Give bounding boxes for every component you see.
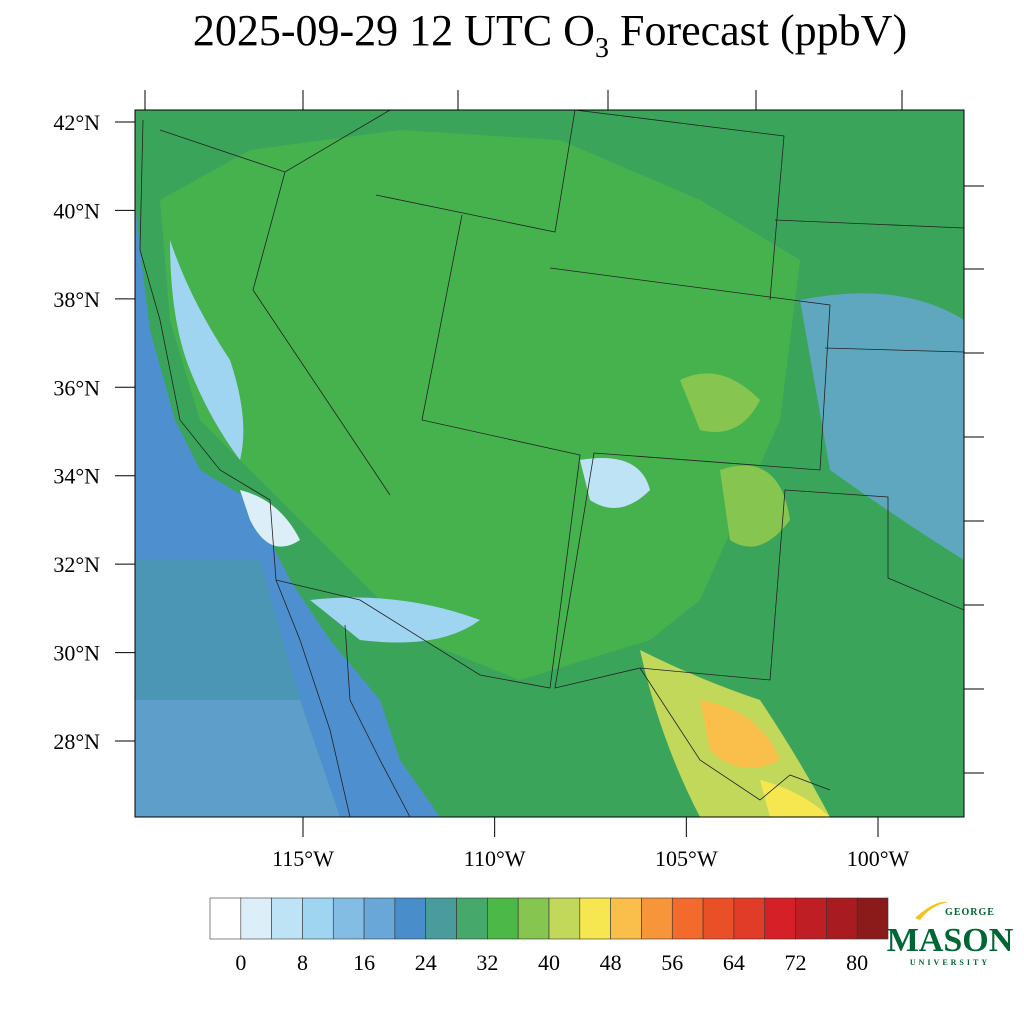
- colorbar-box: [240, 897, 272, 940]
- lat-label: 42°N: [53, 110, 100, 135]
- colorbar-box: [579, 897, 611, 940]
- colorbar-box: [456, 897, 488, 940]
- colorbar-box: [733, 897, 766, 940]
- colorbar-box: [795, 897, 827, 940]
- lat-label: 36°N: [53, 375, 100, 400]
- outer-ticks: [144, 90, 984, 774]
- title-main: 2025-09-29 12 UTC O: [193, 6, 595, 55]
- lat-label: 34°N: [53, 464, 100, 489]
- colorbar-label: 56: [661, 950, 683, 975]
- lon-label: 100°W: [847, 846, 910, 871]
- colorbar-box: [394, 897, 427, 940]
- colorbar-box: [302, 897, 334, 940]
- colorbar-box: [363, 897, 396, 940]
- colorbar-label: 24: [415, 950, 437, 975]
- colorbar-box: [425, 897, 457, 940]
- colorbar-label: 32: [476, 950, 498, 975]
- lon-label: 105°W: [655, 846, 718, 871]
- title: 2025-09-29 12 UTC O3 Forecast (ppbV): [193, 6, 907, 64]
- lat-label: 28°N: [53, 729, 100, 754]
- colorbar: 0 8 16 24 32 40 48 56 64 72 80: [209, 897, 889, 975]
- colorbar-label: 64: [723, 950, 745, 975]
- colorbar-box: [209, 897, 242, 940]
- lat-label: 38°N: [53, 287, 100, 312]
- colorbar-box: [517, 897, 550, 940]
- colorbar-box: [856, 897, 889, 940]
- logo-top: GEORGE: [945, 907, 995, 918]
- map-field: [135, 110, 964, 817]
- colorbar-box: [702, 897, 735, 940]
- colorbar-label: 16: [353, 950, 375, 975]
- colorbar-box: [487, 897, 519, 940]
- axes: 42°N 40°N 38°N 36°N 34°N 32°N 30°N 28°N 115°W 110…: [53, 110, 909, 871]
- colorbar-box: [610, 897, 642, 940]
- lon-label: 115°W: [272, 846, 334, 871]
- colorbar-label: 8: [297, 950, 308, 975]
- colorbar-box: [548, 897, 581, 940]
- colorbar-label: 40: [538, 950, 560, 975]
- title-subscript: 3: [595, 33, 609, 64]
- colorbar-box: [271, 897, 303, 940]
- lat-label: 30°N: [53, 641, 100, 666]
- lat-label: 40°N: [53, 198, 100, 223]
- logo-main: MASON: [887, 922, 1014, 959]
- colorbar-label: 48: [600, 950, 622, 975]
- map-frame: [134, 109, 965, 818]
- colorbar-box: [764, 897, 796, 940]
- colorbar-box: [641, 897, 673, 940]
- colorbar-box: [826, 897, 858, 940]
- colorbar-label: 80: [846, 950, 868, 975]
- lon-label: 110°W: [464, 846, 526, 871]
- colorbar-label: 72: [785, 950, 807, 975]
- logo-bottom: UNIVERSITY: [910, 958, 990, 967]
- lat-label: 32°N: [53, 552, 100, 577]
- colorbar-box: [332, 897, 365, 940]
- colorbar-box: [671, 897, 704, 940]
- title-rest: Forecast (ppbV): [609, 6, 907, 55]
- logo: GEORGE MASON UNIVERSITY: [887, 901, 1014, 967]
- colorbar-label: 0: [235, 950, 246, 975]
